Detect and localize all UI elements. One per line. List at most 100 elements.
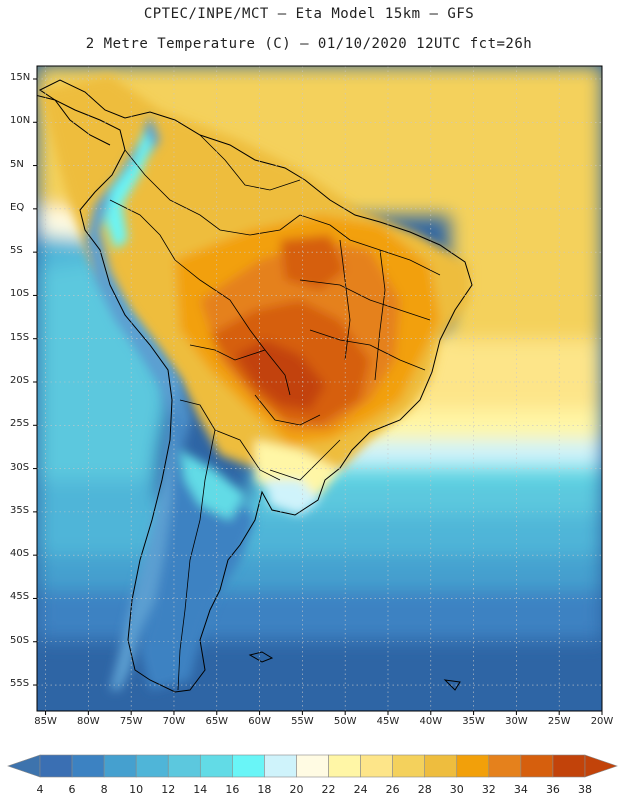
amazon-hot-spot bbox=[280, 235, 345, 290]
colorbar-swatch bbox=[264, 754, 297, 778]
axis-ticks bbox=[33, 78, 603, 715]
lon-label: 65W bbox=[205, 716, 229, 727]
coastlines bbox=[37, 79, 473, 693]
lat-label: 30S bbox=[10, 461, 30, 473]
colorbar-swatch bbox=[296, 754, 329, 778]
lon-label: 45W bbox=[376, 716, 400, 727]
state-lines-south bbox=[309, 329, 426, 371]
colorbar-label: 22 bbox=[321, 783, 336, 796]
colorbar-label: 10 bbox=[129, 783, 144, 796]
colorbar-swatch bbox=[488, 754, 522, 778]
colorbar-label: 12 bbox=[161, 783, 176, 796]
andes-cool-north bbox=[105, 130, 152, 250]
lat-label: 15N bbox=[10, 71, 31, 83]
lon-label: 35W bbox=[462, 716, 485, 727]
map-title-variable: 2 Metre Temperature (C) – 01/10/2020 12U… bbox=[85, 36, 533, 52]
colorbar-swatch bbox=[135, 754, 169, 778]
colorbar-low-arrow bbox=[7, 754, 41, 778]
border-peru-brazil bbox=[174, 259, 266, 351]
lat-label: 45S bbox=[10, 591, 30, 603]
colorbar-label: 28 bbox=[417, 783, 432, 796]
border-argentina-north bbox=[179, 399, 281, 481]
colorbar-label: 8 bbox=[100, 783, 108, 796]
lon-label: 70W bbox=[162, 716, 186, 727]
lat-label: 20S bbox=[10, 375, 30, 386]
colorbar-label: 38 bbox=[578, 783, 592, 796]
state-lines-center bbox=[299, 279, 431, 321]
colorbar-label: 4 bbox=[36, 783, 44, 796]
lon-label: 50W bbox=[333, 716, 357, 727]
colorbar-label: 32 bbox=[481, 783, 496, 796]
lat-label: 5S bbox=[10, 245, 23, 257]
patagonia-cold bbox=[140, 385, 255, 690]
colorbar-swatch bbox=[39, 754, 73, 778]
border-paraguay bbox=[254, 394, 321, 426]
colorbar-swatch bbox=[552, 754, 586, 778]
border-uruguay-brazil bbox=[269, 439, 341, 481]
lat-label: 55S bbox=[10, 678, 30, 690]
lat-label: 15S bbox=[10, 331, 30, 343]
lat-label: 35S bbox=[10, 504, 30, 516]
colorbar-label: 36 bbox=[545, 783, 560, 796]
colorbar-label: 26 bbox=[385, 783, 400, 796]
lon-label: 60W bbox=[248, 716, 271, 727]
colorbar-label: 6 bbox=[68, 783, 76, 796]
lat-label: 10S bbox=[10, 288, 30, 300]
lat-label: 10N bbox=[10, 115, 31, 127]
colorbar-swatch bbox=[71, 754, 105, 778]
border-chile-argentina bbox=[177, 429, 216, 691]
central-argentina-cool bbox=[180, 450, 245, 520]
colorbar-swatch bbox=[520, 754, 554, 778]
colorbar-swatch bbox=[360, 754, 393, 778]
map-title-model: CPTEC/INPE/MCT – Eta Model 15km – GFS bbox=[143, 6, 475, 22]
border-colombia bbox=[124, 149, 301, 236]
colorbar-swatch bbox=[103, 754, 137, 778]
colorbar-label: 16 bbox=[225, 783, 240, 796]
lat-label: 5N bbox=[10, 158, 24, 170]
andes-cold-strip bbox=[85, 115, 190, 690]
colorbar-swatch bbox=[424, 754, 458, 778]
colorbar-swatch bbox=[392, 754, 426, 778]
state-lines-vertical-1 bbox=[339, 239, 351, 361]
state-lines-vertical-2 bbox=[374, 249, 386, 381]
colorbar-high-arrow bbox=[584, 754, 618, 778]
south-georgia bbox=[443, 679, 461, 691]
colorbar-swatch bbox=[328, 754, 361, 778]
colorbar-label: 34 bbox=[513, 783, 528, 796]
colorbar-label: 30 bbox=[449, 783, 464, 796]
state-lines-north bbox=[299, 214, 441, 276]
lat-label: 40S bbox=[10, 548, 30, 560]
border-bolivia bbox=[189, 344, 291, 396]
colorbar-swatch bbox=[456, 754, 490, 778]
uruguay-cool bbox=[265, 480, 320, 515]
map-frame bbox=[36, 65, 603, 712]
map-field bbox=[37, 66, 602, 711]
colorbar-label: 20 bbox=[289, 783, 304, 796]
falklands bbox=[248, 651, 274, 663]
lon-label: 30W bbox=[505, 716, 528, 727]
central-america-coast bbox=[37, 94, 111, 146]
colorbar-label: 18 bbox=[257, 783, 272, 796]
colorbar-swatch bbox=[232, 754, 265, 778]
lon-label: 75W bbox=[119, 716, 143, 727]
lon-label: 85W bbox=[34, 716, 57, 727]
lon-label: 80W bbox=[77, 716, 100, 727]
colorbar-label: 24 bbox=[353, 783, 368, 796]
south-america-coastline bbox=[39, 79, 473, 693]
lon-label: 55W bbox=[291, 716, 314, 727]
country-borders bbox=[109, 134, 441, 691]
colorbar-swatch bbox=[199, 754, 233, 778]
equatorial-atlantic-26 bbox=[450, 200, 602, 340]
lon-label: 25W bbox=[547, 716, 571, 727]
colorbar bbox=[7, 754, 618, 778]
lat-label: 50S bbox=[10, 634, 30, 646]
lon-label: 40W bbox=[419, 716, 443, 727]
colorbar-label: 14 bbox=[193, 783, 208, 796]
land-band-38 bbox=[235, 340, 325, 410]
colorbar-swatch bbox=[167, 754, 201, 778]
lat-label: 25S bbox=[10, 418, 30, 430]
lon-label: 20W bbox=[590, 716, 614, 727]
lat-label: EQ bbox=[10, 201, 25, 213]
border-ecuador-peru bbox=[109, 199, 176, 261]
